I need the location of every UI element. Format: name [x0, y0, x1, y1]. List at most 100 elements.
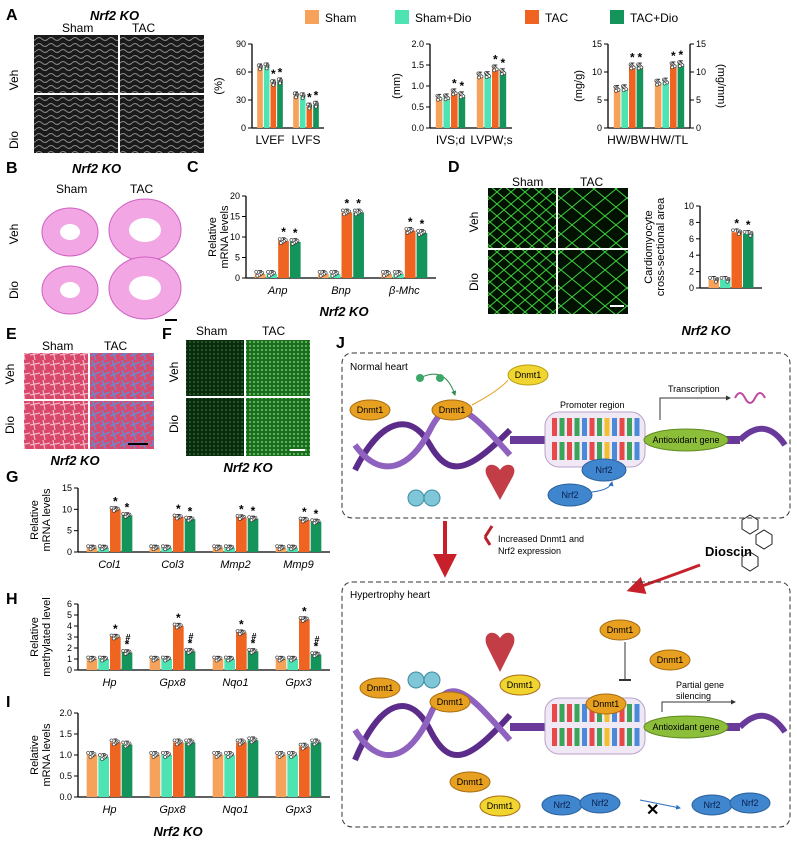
dna-strand [737, 425, 788, 447]
significance-star: * [460, 79, 465, 93]
bar [310, 742, 322, 797]
data-point [112, 636, 116, 641]
bar [247, 740, 259, 797]
data-point [310, 738, 314, 743]
data-point [172, 738, 177, 743]
data-point [275, 544, 279, 548]
partial-silencing-label: Partial gene [676, 680, 724, 690]
panel-i-letter: I [6, 694, 10, 711]
dna-strand [352, 405, 513, 470]
panel-e-letter: E [6, 326, 17, 343]
y-tick-label-right: 10 [696, 67, 706, 77]
bar [293, 95, 299, 128]
base-pair [597, 418, 602, 436]
panel-e-col-sham: Sham [42, 339, 73, 353]
nrf2-oval [581, 458, 627, 482]
panel-b-title: Nrf2 KO [72, 161, 121, 176]
data-point [212, 544, 216, 548]
panel-b-col-sham: Sham [56, 182, 87, 196]
hypertrophy-heart-title: Hypertrophy heart [350, 590, 430, 601]
x-category-label: β-Mhc [388, 285, 420, 297]
data-point [458, 95, 463, 100]
bar [277, 81, 283, 128]
x-category-label: LVEF [255, 133, 284, 147]
data-point [255, 274, 260, 278]
data-point [298, 742, 303, 747]
y-tick-label: 0.5 [411, 102, 424, 112]
wga-image-sham-dio [488, 250, 556, 314]
data-point [352, 208, 357, 213]
significance-star: * [746, 218, 751, 232]
nrf2-label: Nrf2 [595, 465, 612, 475]
bar [236, 517, 247, 552]
increased-text-1: Increased Dnmt1 and [498, 534, 584, 544]
data-point [163, 547, 167, 552]
data-point [301, 746, 305, 751]
data-point [719, 276, 724, 280]
x-category-label: Hp [102, 804, 116, 816]
nucleosome [407, 671, 441, 689]
data-point [266, 270, 270, 274]
bar [110, 637, 121, 670]
y-tick-label: 15 [230, 212, 240, 222]
data-point [416, 229, 420, 233]
bar [263, 66, 270, 128]
dnmt1-label: Dnmt1 [457, 777, 484, 787]
base-pair [567, 442, 572, 460]
bar [121, 744, 133, 797]
base-pair [567, 418, 572, 436]
x-category-label: LVPW;s [470, 133, 512, 147]
data-point [212, 655, 216, 660]
bar [299, 520, 310, 552]
y-tick-label: 0 [235, 273, 240, 283]
y-axis-label: (%) [213, 77, 225, 94]
y-tick-label: 0 [67, 547, 72, 557]
promoter-bases [552, 418, 640, 460]
data-point [301, 619, 305, 623]
bar [720, 279, 731, 288]
bar [287, 659, 298, 670]
bar [184, 519, 196, 552]
dnmt1-label: Dnmt1 [515, 370, 542, 380]
data-point [312, 742, 317, 747]
data-point [224, 751, 228, 755]
dnmt1-label: Dnmt1 [657, 655, 684, 665]
bar [184, 651, 196, 670]
bar [670, 65, 677, 128]
data-point [271, 83, 276, 88]
data-point [184, 515, 188, 520]
data-point [86, 751, 90, 755]
bar [353, 212, 364, 278]
data-point [298, 516, 303, 521]
y-tick-label: 90 [236, 39, 246, 49]
significance-star: * [314, 640, 319, 654]
significance-star: * [239, 503, 244, 517]
vessel-icon [483, 525, 494, 546]
data-point [238, 517, 242, 521]
data-point [249, 518, 254, 523]
panel-b-row-dio: Dio [7, 281, 21, 299]
significance-star: * [314, 89, 319, 103]
data-point [289, 658, 293, 663]
bar [86, 755, 98, 797]
significance-star: * [188, 504, 193, 518]
data-point [382, 274, 386, 278]
data-point [163, 755, 167, 759]
y-tick-label: 10 [230, 232, 240, 242]
data-point [477, 75, 481, 80]
data-point [301, 519, 305, 524]
significance-star: * [251, 504, 256, 518]
ros-image-tac-veh [246, 340, 310, 396]
data-point [100, 757, 104, 761]
y-axis-label: Relative [29, 500, 41, 540]
dioscin-label: Dioscin [705, 544, 752, 559]
data-point [290, 242, 295, 246]
y-tick-label: 0 [597, 123, 602, 133]
base-pair [627, 728, 632, 746]
transcription-arrow [659, 395, 731, 420]
bar [341, 212, 353, 278]
y-tick-label: 30 [236, 95, 246, 105]
data-point [184, 738, 188, 743]
dnmt1-label: Dnmt1 [507, 680, 534, 690]
